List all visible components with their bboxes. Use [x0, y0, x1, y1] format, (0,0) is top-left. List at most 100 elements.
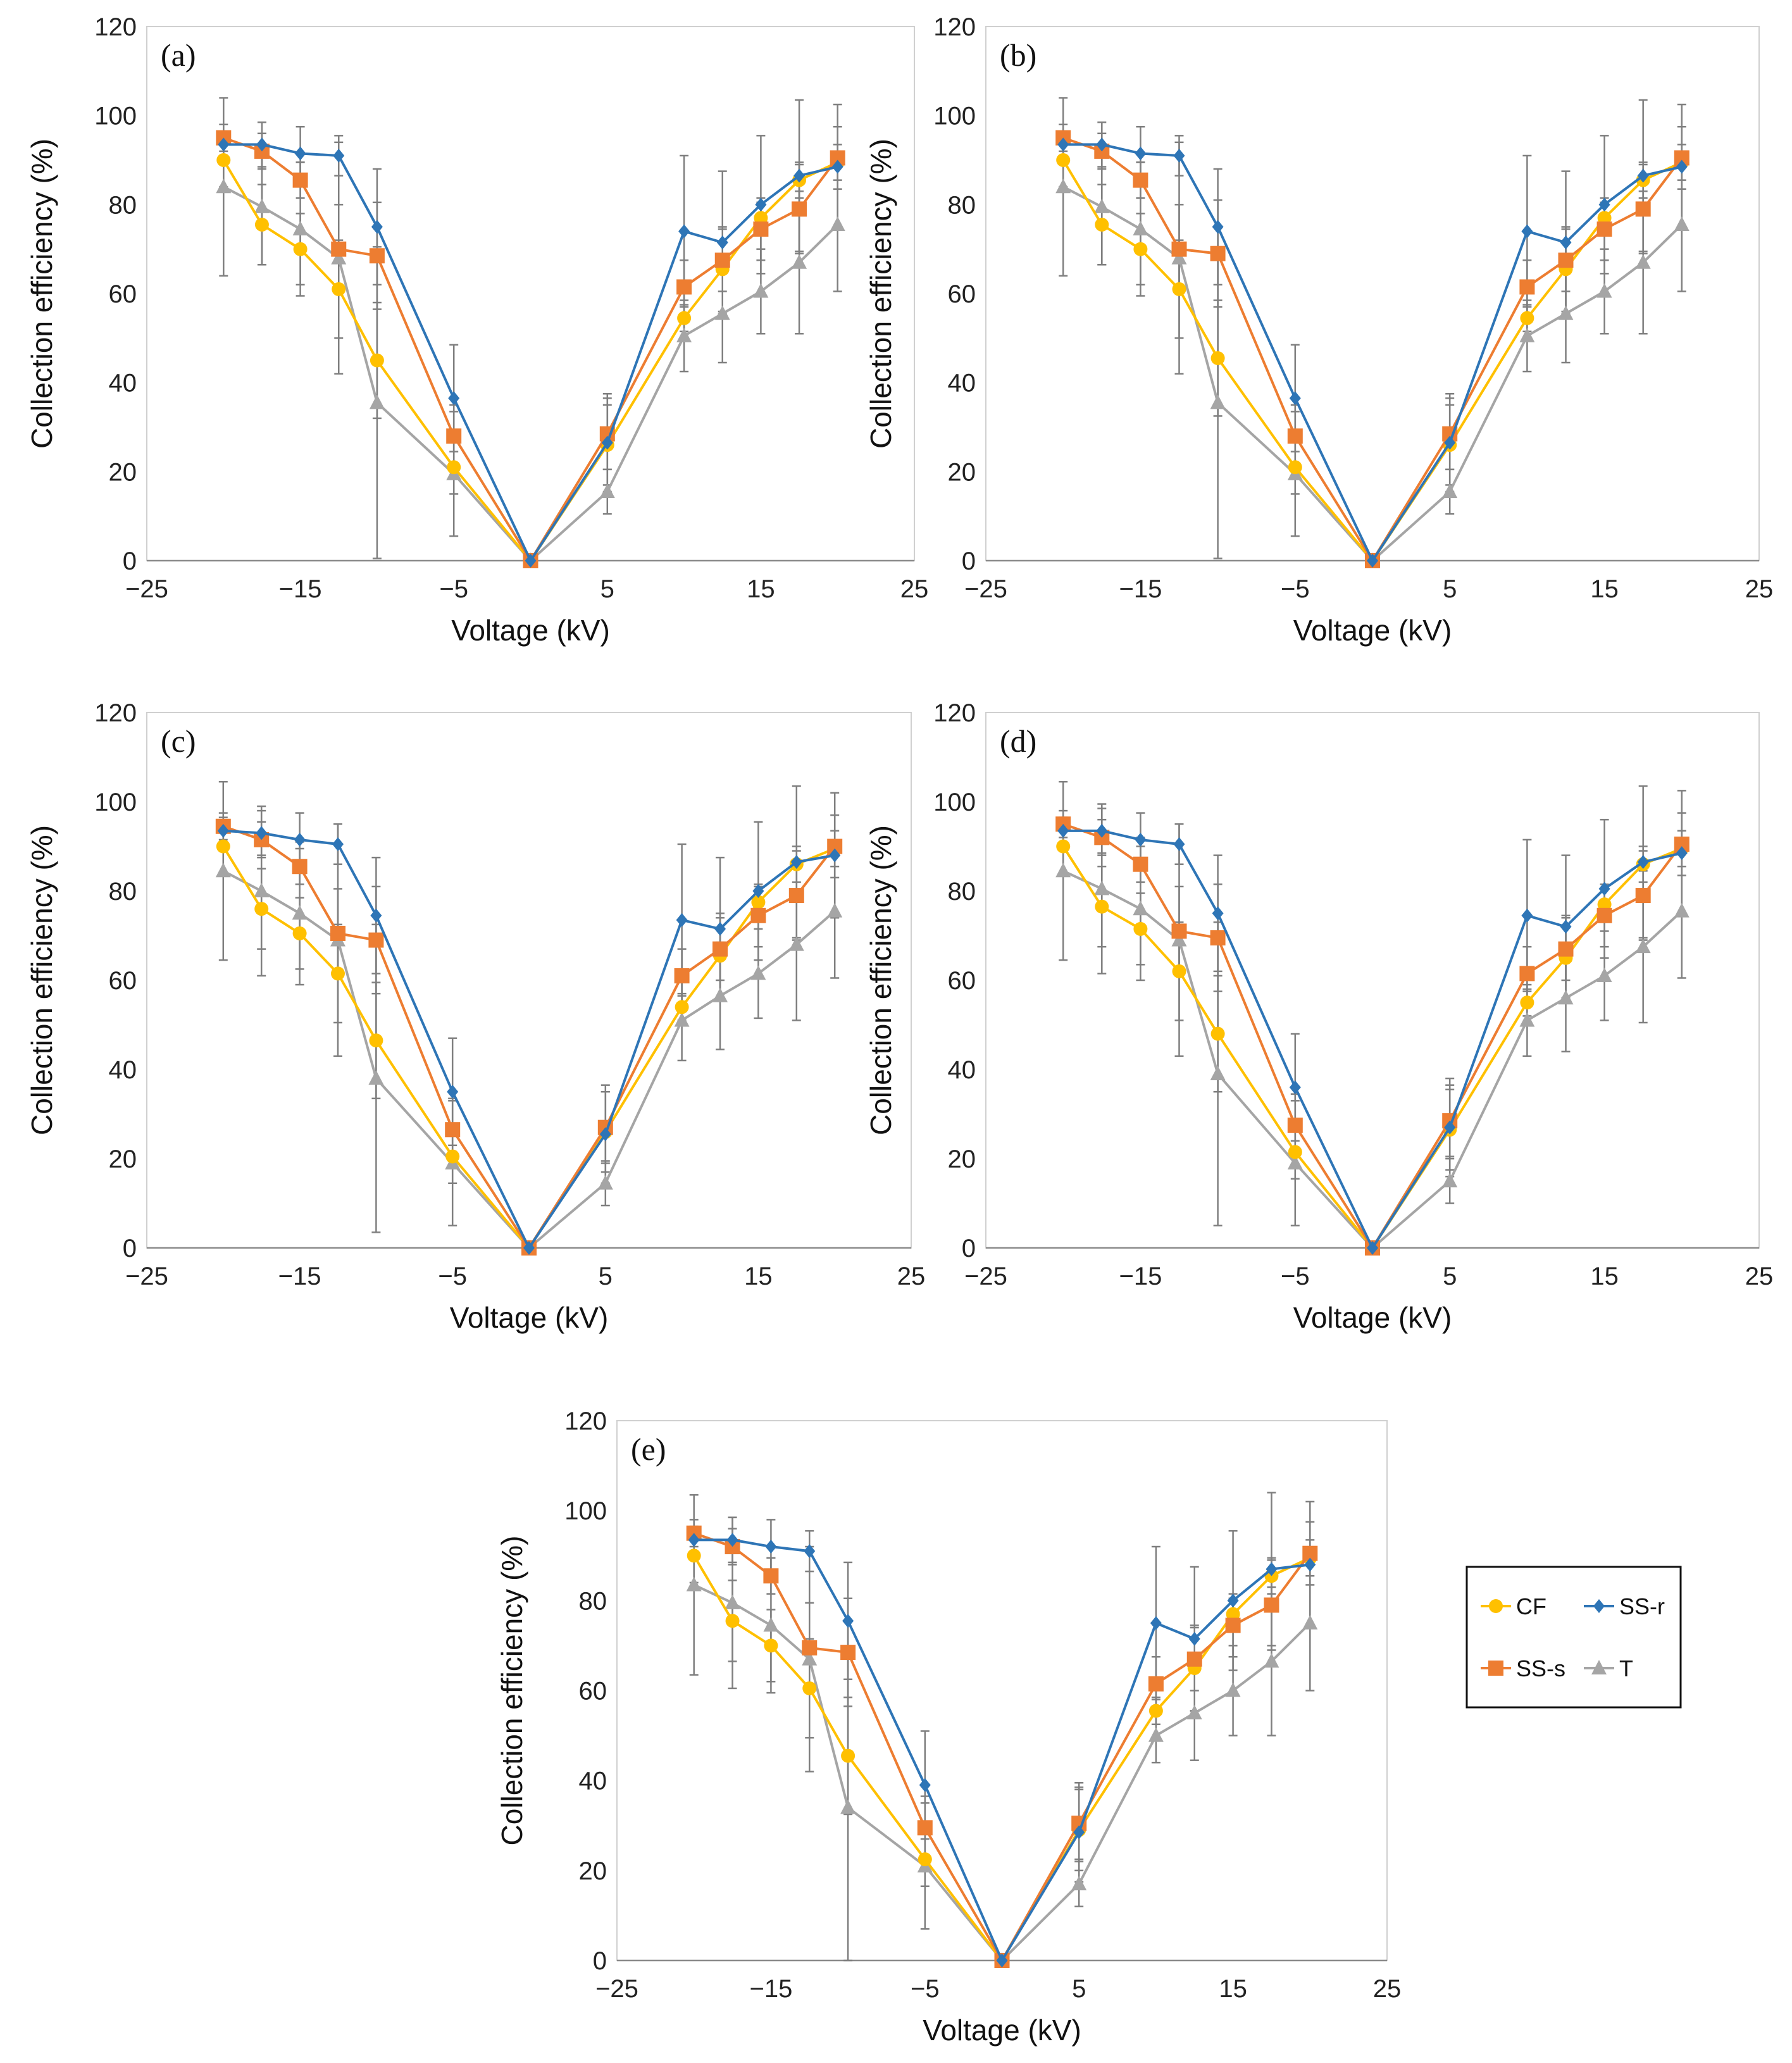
- x-tick-label: 15: [747, 575, 775, 603]
- data-point-ss-s: [917, 1820, 933, 1836]
- data-point-ss-r: [333, 148, 345, 163]
- y-tick-label: 20: [579, 1857, 607, 1885]
- data-point-ss-r: [1560, 919, 1572, 934]
- data-point-ss-r: [370, 908, 382, 923]
- data-point-ss-r: [294, 832, 306, 847]
- data-point-cf: [1210, 351, 1225, 365]
- data-point-t: [1264, 1653, 1279, 1668]
- data-point-cf: [1056, 153, 1071, 167]
- data-point-cf: [1226, 1607, 1240, 1621]
- data-point-cf: [918, 1852, 932, 1867]
- data-point-ss-r: [829, 848, 841, 863]
- data-point-ss-r: [1057, 137, 1069, 152]
- y-tick-label: 20: [948, 458, 976, 486]
- series-line-ss-s: [1062, 823, 1683, 1249]
- y-tick-label: 40: [579, 1767, 607, 1795]
- data-point-t: [1442, 483, 1458, 498]
- data-point-ss-s: [1264, 1597, 1279, 1613]
- data-point-ss-s: [446, 428, 462, 444]
- data-point-cf: [369, 1033, 383, 1048]
- data-point-t: [1596, 283, 1612, 298]
- data-point-ss-s: [676, 279, 692, 295]
- data-point-ss-r: [599, 1127, 611, 1142]
- y-tick-label: 80: [948, 191, 976, 219]
- data-point-t: [1133, 901, 1148, 916]
- data-point-t: [1210, 394, 1226, 409]
- data-point-cf: [687, 1549, 701, 1563]
- data-point-ss-s: [802, 1640, 818, 1655]
- data-point-cf: [216, 153, 231, 167]
- data-point-cf: [1520, 311, 1534, 325]
- data-point-ss-s: [1171, 923, 1187, 939]
- data-point-t: [1225, 1682, 1241, 1697]
- data-point-cf: [445, 1149, 460, 1164]
- data-point-ss-r: [1150, 1616, 1162, 1630]
- data-point-cf: [1056, 839, 1071, 854]
- x-tick-label: −5: [1281, 1262, 1310, 1290]
- data-point-cf: [1288, 460, 1302, 475]
- data-point-ss-r: [678, 224, 690, 239]
- data-point-ss-s: [445, 1122, 461, 1138]
- data-point-ss-s: [1596, 907, 1612, 923]
- y-tick-label: 100: [933, 103, 976, 130]
- data-point-t: [1519, 327, 1535, 342]
- data-point-t: [215, 863, 231, 878]
- y-tick-label: 100: [94, 788, 137, 816]
- data-point-ss-r: [1444, 435, 1456, 450]
- data-point-ss-r: [716, 235, 728, 250]
- legend-label-t: T: [1619, 1655, 1633, 1681]
- data-point-ss-r: [996, 1954, 1008, 1967]
- legend-marker-cf: [1489, 1599, 1503, 1613]
- series-line-ss-s: [1062, 136, 1683, 562]
- x-tick-label: 5: [1072, 1975, 1086, 2003]
- data-point-ss-r: [525, 554, 537, 568]
- data-point-ss-s: [750, 907, 766, 923]
- x-tick-label: 25: [900, 575, 929, 603]
- data-point-ss-s: [712, 941, 728, 957]
- data-point-cf: [841, 1748, 856, 1763]
- y-tick-label: 60: [109, 967, 137, 995]
- y-tick-label: 60: [579, 1678, 607, 1705]
- x-tick-label: −25: [595, 1975, 638, 2003]
- data-point-t: [1210, 1066, 1226, 1081]
- data-point-t: [1094, 198, 1110, 213]
- data-point-t: [686, 1576, 702, 1592]
- x-tick-label: 15: [1590, 575, 1619, 603]
- data-point-ss-r: [1367, 1241, 1378, 1255]
- y-tick-label: 60: [948, 967, 976, 995]
- data-point-ss-r: [793, 168, 806, 183]
- x-axis-title: Voltage (kV): [1293, 1301, 1452, 1334]
- data-point-ss-s: [330, 925, 345, 941]
- data-point-t: [1171, 932, 1187, 947]
- x-tick-label: 5: [1443, 1262, 1457, 1290]
- data-point-ss-r: [256, 826, 268, 840]
- data-point-ss-s: [1171, 241, 1187, 257]
- x-tick-label: −15: [1119, 1262, 1162, 1290]
- data-point-ss-s: [1186, 1651, 1202, 1667]
- panel-label: (d): [1000, 723, 1036, 759]
- data-point-t: [599, 483, 615, 498]
- data-point-t: [840, 1799, 856, 1814]
- data-point-ss-r: [601, 435, 613, 450]
- x-tick-label: 25: [1373, 1975, 1402, 2003]
- data-point-t: [712, 987, 728, 1002]
- data-point-t: [1442, 1173, 1458, 1188]
- data-point-t: [674, 1012, 690, 1027]
- series-line-ss-s: [694, 1531, 1311, 1962]
- data-point-ss-r: [1057, 823, 1069, 838]
- data-point-ss-s: [1519, 966, 1535, 982]
- data-point-ss-r: [765, 1540, 777, 1554]
- series-line-ss-s: [223, 825, 836, 1249]
- data-point-cf: [331, 966, 345, 981]
- data-point-ss-r: [1173, 837, 1185, 851]
- legend-label-ss-s: SS-s: [1516, 1655, 1565, 1681]
- data-point-t: [1558, 990, 1574, 1005]
- data-point-cf: [1210, 1026, 1225, 1041]
- data-point-ss-r: [1073, 1825, 1085, 1840]
- y-tick-label: 40: [948, 1056, 976, 1084]
- data-point-cf: [1095, 899, 1109, 914]
- y-tick-label: 0: [123, 1235, 137, 1262]
- data-point-ss-s: [292, 859, 308, 875]
- data-point-ss-s: [1635, 888, 1651, 904]
